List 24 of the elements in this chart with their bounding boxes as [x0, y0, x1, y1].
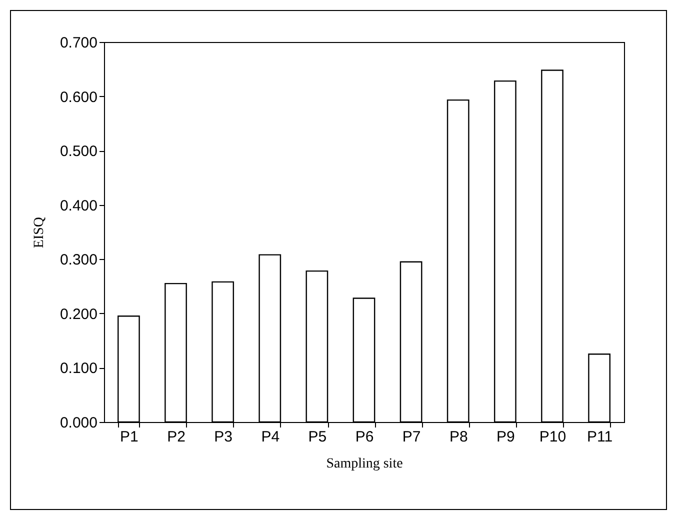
y-axis-title: EISQ [32, 216, 47, 248]
y-tick-label: 0.100 [60, 360, 98, 378]
x-tick-label: P4 [261, 428, 280, 446]
y-tick-label: 0.400 [60, 197, 98, 214]
y-tick-label: 0.500 [60, 143, 98, 160]
x-tick-label: P9 [496, 428, 515, 446]
y-tick-label: 0.000 [60, 414, 98, 432]
x-tick-label: P11 [587, 428, 613, 446]
x-tick-label: P8 [449, 428, 468, 446]
x-tick-label: P1 [120, 428, 138, 446]
x-tick-label: P5 [308, 428, 327, 446]
bar [306, 270, 328, 423]
x-tick-label: P2 [167, 428, 186, 446]
y-tick-label: 0.700 [60, 34, 98, 52]
x-tick-label: P7 [402, 428, 421, 446]
x-tick-label: P6 [355, 428, 374, 446]
bar [400, 261, 422, 423]
x-tick-label: P3 [214, 428, 233, 446]
bar [352, 298, 376, 423]
y-tick-label: 0.300 [60, 252, 98, 269]
y-tick-label: 0.200 [60, 306, 98, 323]
x-axis-title: Sampling site [326, 456, 403, 472]
x-tick-label: P10 [539, 428, 566, 446]
y-tick-label: 0.600 [60, 88, 98, 106]
